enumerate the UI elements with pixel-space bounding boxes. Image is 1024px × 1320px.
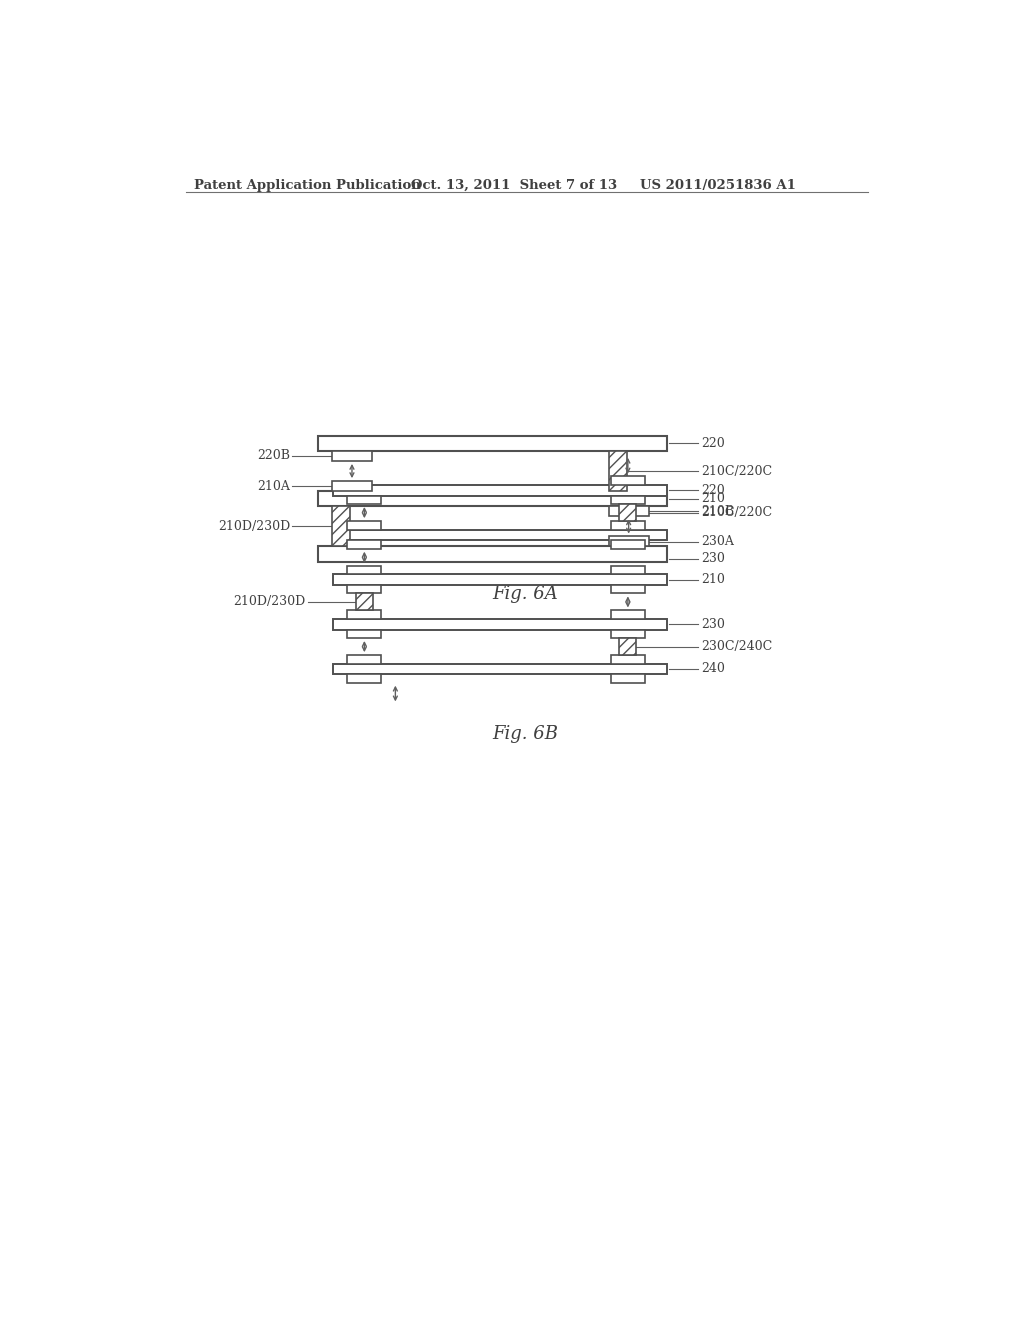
Bar [332, 507, 350, 546]
Bar [356, 594, 373, 610]
Bar [620, 504, 636, 521]
Text: Fig. 6B: Fig. 6B [492, 725, 558, 743]
Bar [608, 536, 649, 546]
Bar [611, 655, 645, 664]
Bar [611, 521, 645, 529]
Bar [611, 496, 645, 504]
Text: 210D/230D: 210D/230D [233, 595, 305, 609]
Bar [611, 566, 645, 574]
Bar [317, 546, 667, 562]
Text: 230: 230 [700, 552, 725, 565]
Text: 220: 220 [700, 437, 724, 450]
Bar [334, 484, 667, 496]
Bar [317, 436, 667, 451]
Text: 210A: 210A [257, 480, 290, 492]
Text: 210: 210 [700, 573, 725, 586]
Bar [611, 585, 645, 594]
Bar [608, 451, 627, 491]
Bar [334, 619, 667, 630]
Bar [611, 540, 645, 549]
Text: 210B: 210B [700, 504, 734, 517]
Bar [347, 496, 381, 504]
Bar [347, 566, 381, 574]
Bar [347, 630, 381, 638]
Text: 240: 240 [700, 663, 725, 676]
Bar [611, 630, 645, 638]
Text: 230: 230 [700, 618, 725, 631]
Bar [317, 491, 667, 507]
Bar [334, 664, 667, 675]
Text: 210C/220C: 210C/220C [700, 506, 772, 519]
Text: 220B: 220B [257, 449, 290, 462]
Bar [608, 507, 649, 516]
Text: 230A: 230A [700, 536, 733, 548]
Bar [334, 529, 667, 540]
Bar [334, 574, 667, 585]
Text: Patent Application Publication: Patent Application Publication [194, 180, 421, 193]
Text: 220: 220 [700, 483, 724, 496]
Bar [347, 610, 381, 619]
Text: 230C/240C: 230C/240C [700, 640, 772, 653]
Bar [611, 675, 645, 682]
Text: Fig. 6A: Fig. 6A [492, 585, 558, 603]
Bar [611, 477, 645, 484]
Bar [347, 540, 381, 549]
Bar [347, 521, 381, 529]
Bar [347, 585, 381, 594]
Text: 210C/220C: 210C/220C [700, 465, 772, 478]
Text: Oct. 13, 2011  Sheet 7 of 13: Oct. 13, 2011 Sheet 7 of 13 [411, 180, 617, 193]
Text: US 2011/0251836 A1: US 2011/0251836 A1 [640, 180, 796, 193]
Bar [347, 675, 381, 682]
Bar [620, 638, 636, 655]
Bar [347, 655, 381, 664]
Bar [332, 480, 372, 491]
Bar [332, 451, 372, 461]
Bar [611, 610, 645, 619]
Text: 210: 210 [700, 492, 725, 506]
Text: 210D/230D: 210D/230D [218, 520, 290, 533]
